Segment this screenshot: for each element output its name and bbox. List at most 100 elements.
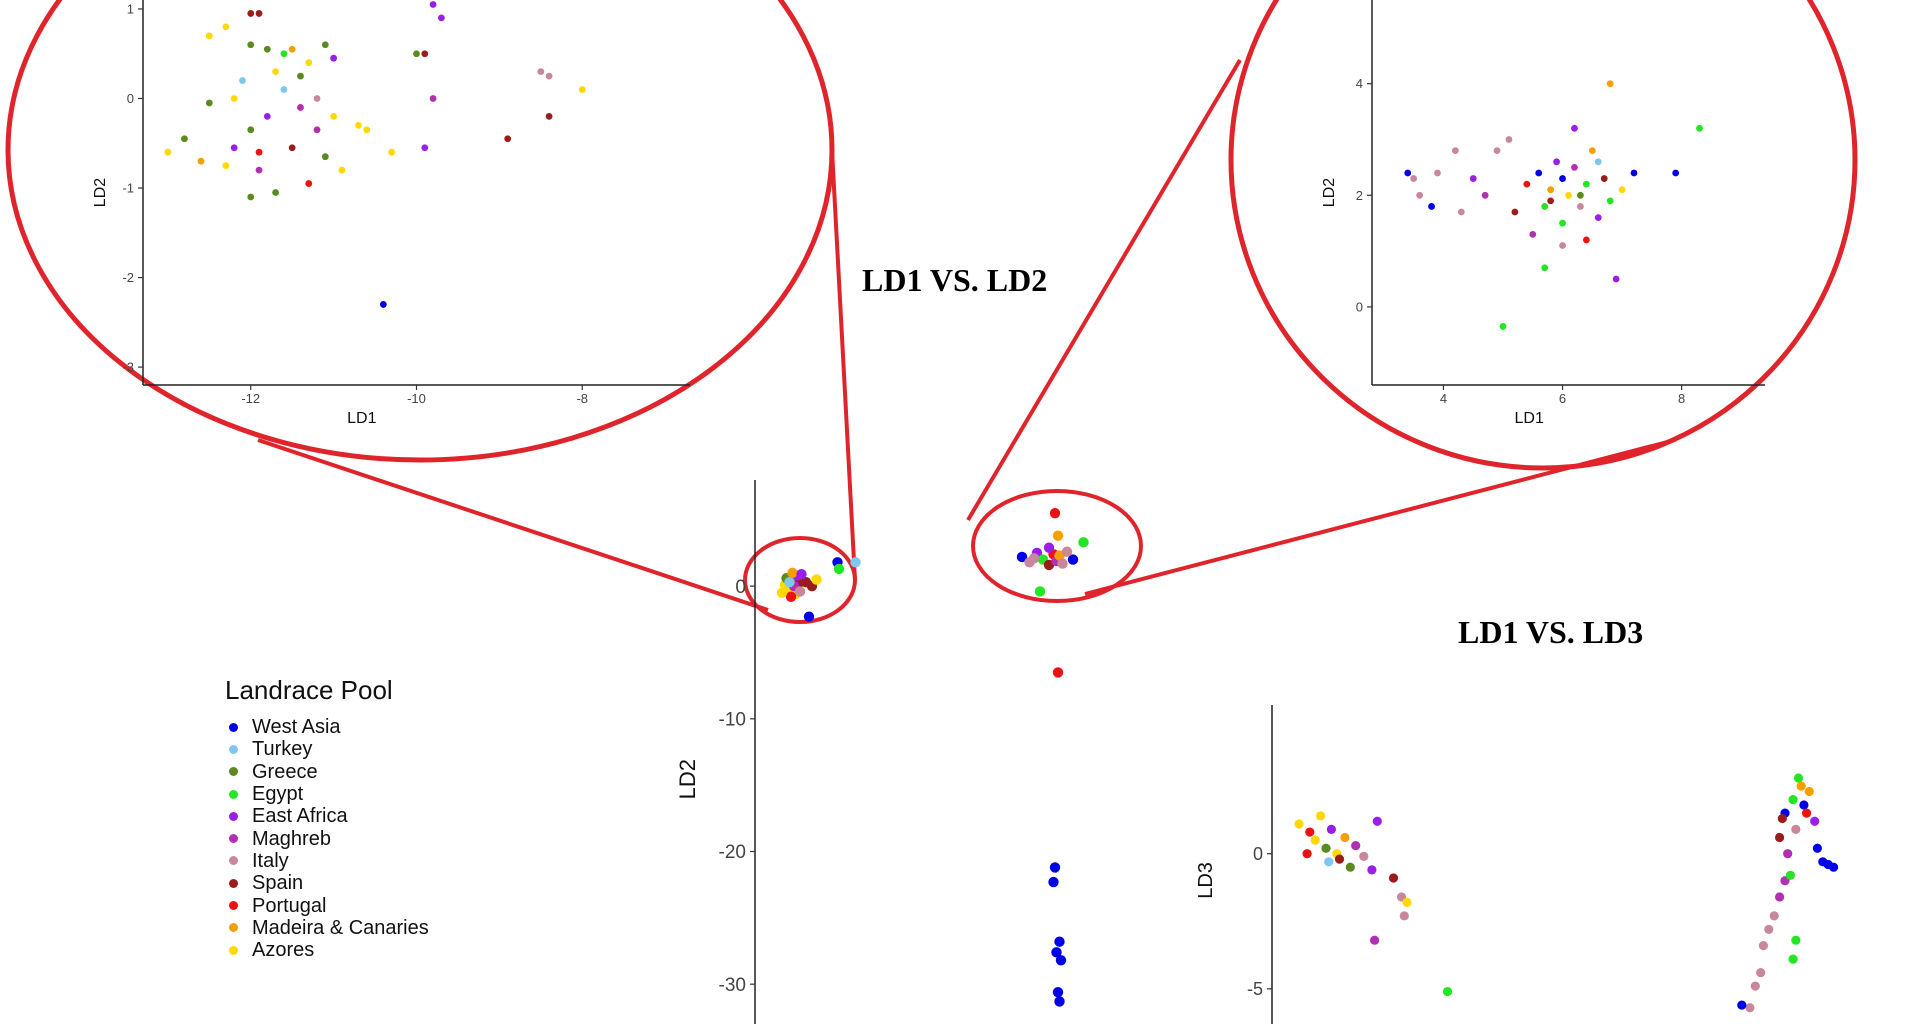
zoom-left-point [288, 144, 296, 152]
zoom-right-point [1523, 180, 1531, 188]
main-ld1-ld3-point [1372, 816, 1382, 826]
legend-item-spain: Spain [225, 872, 429, 894]
legend-label: Spain [252, 872, 304, 895]
zoom-left-point [363, 126, 371, 134]
zoom-left-y-tick-label: -1 [122, 181, 134, 196]
zoom-right-x-tick-label: 8 [1678, 391, 1685, 406]
zoom-right-point [1612, 275, 1620, 283]
zoom-right-point [1565, 191, 1572, 199]
main-ld1-ld2-point [833, 563, 845, 575]
zoom-left-point [545, 72, 553, 80]
main-ld1-ld3-point [1775, 892, 1785, 902]
main-ld1-ld3-point [1351, 840, 1361, 851]
legend-item-maghreb: Maghreb [225, 827, 429, 850]
zoom-left-point [230, 144, 238, 152]
zoom-right-point [1457, 208, 1465, 216]
zoom-left-y-tick-label: -3 [122, 360, 134, 375]
legend-label: Azores [252, 939, 315, 962]
zoom-right-point [1577, 203, 1584, 210]
zoom-left-x-axis-label: LD1 [347, 410, 376, 427]
main-ld1-ld3-y-tick-label: 0 [1253, 844, 1263, 864]
zoom-right-point [1529, 230, 1537, 238]
main-ld1-ld2-point [1049, 507, 1061, 519]
main-ld1-ld3-plot: 0 -5 LD3 [1195, 705, 1839, 1024]
zoom-left-point [255, 10, 263, 17]
zoom-left-point [305, 180, 313, 187]
zoom-left-point [272, 68, 280, 76]
zoom-left-point [272, 189, 280, 196]
zoom-left-y-axis-label: LD2 [92, 178, 109, 207]
zoom-left-y-tick-label: 1 [127, 2, 134, 17]
zoom-right-point [1696, 124, 1703, 132]
zoom-right-plot: 4 2 0 4 6 8 LD2 LD1 [1321, 0, 1765, 427]
main-ld1-ld3-point [1788, 954, 1798, 964]
zoom-right-y-tick-label: 2 [1356, 188, 1363, 203]
main-ld1-ld3-point [1785, 870, 1795, 880]
zoom-left-point [421, 50, 429, 58]
legend-swatch [229, 767, 238, 777]
zoom-right-point [1571, 163, 1578, 171]
main-ld1-ld2-point [787, 567, 798, 579]
main-ld1-ld3-point [1345, 862, 1355, 872]
main-ld1-ld3-point [1793, 773, 1804, 783]
main-ld1-ld2-point [1052, 667, 1064, 678]
legend-item-portugal: Portugal [225, 894, 429, 917]
zoom-left-point [239, 77, 246, 84]
main-ld1-ld2-point [850, 557, 861, 568]
legend-swatch [229, 945, 238, 955]
zoom-left-point [280, 50, 288, 58]
zoom-left-x-tick-label: -10 [407, 391, 426, 406]
zoom-left-point [205, 99, 213, 107]
main-ld1-ld3-point [1788, 795, 1798, 805]
main-ld1-ld2-plot: 0 -10 -20 -30 LD2 [675, 480, 1089, 1024]
main-ld1-ld3-point [1791, 935, 1801, 945]
zoom-left-point [330, 54, 338, 62]
ld1-vs-ld3-title: LD1 VS. LD3 [1458, 614, 1644, 650]
zoom-right-point [1547, 197, 1555, 205]
legend-swatch [229, 811, 238, 821]
main-ld1-ld3-point [1769, 911, 1779, 921]
zoom-right-point [1577, 191, 1584, 199]
main-ld1-ld2-point [803, 611, 815, 622]
zoom-right-point [1434, 169, 1441, 177]
main-ld1-ld3-point [1402, 897, 1412, 907]
zoom-right-point [1535, 169, 1543, 177]
main-ld1-ld2-point [1078, 537, 1089, 548]
zoom-left-point [313, 126, 321, 134]
main-ld1-ld3-point [1775, 832, 1785, 843]
zoom-right-point [1511, 208, 1519, 216]
zoom-annotations [5, 0, 1858, 624]
right-callout-connector-top [966, 58, 1242, 522]
legend-item-west-asia: West Asia [225, 716, 429, 738]
main-ld1-ld3-point [1321, 843, 1331, 853]
main-ld1-ld3-point [1758, 941, 1768, 951]
main-ld1-ld3-point [1756, 968, 1766, 978]
main-ld1-ld3-point [1810, 816, 1820, 826]
legend-swatch [229, 923, 238, 933]
main-ld1-ld3-point [1802, 808, 1812, 818]
zoom-left-point [437, 14, 445, 22]
main-ld1-ld2-point [1016, 551, 1028, 563]
zoom-left-point [280, 86, 288, 93]
zoom-right-point [1588, 147, 1596, 155]
main-ld1-ld3-point [1388, 873, 1399, 883]
zoom-right-y-tick-label: 0 [1356, 299, 1363, 314]
main-ld1-ld2-y-tick-label: 0 [735, 577, 746, 598]
zoom-right-point [1571, 124, 1578, 132]
main-ld1-ld3-point [1310, 835, 1320, 845]
main-ld1-ld2-point [1067, 554, 1079, 565]
legend: Landrace Pool West Asia Turkey Greece Egypt… [225, 675, 429, 961]
ld1-vs-ld2-title: LD1 VS. LD2 [862, 262, 1048, 298]
legend-label: Egypt [252, 783, 304, 806]
main-ld1-ld3-point [1367, 865, 1377, 875]
main-ld1-ld3-y-axis-label: LD3 [1195, 862, 1217, 899]
legend-label: West Asia [252, 716, 341, 739]
zoom-right-y-tick-label: 4 [1356, 76, 1363, 91]
main-ld1-ld2-point [1052, 986, 1064, 998]
zoom-right-point [1594, 158, 1602, 166]
main-ld1-ld2-point [1057, 558, 1068, 569]
zoom-left-point [297, 104, 304, 111]
legend-item-madeira-canaries: Madeira & Canaries [225, 917, 429, 939]
zoom-right-y-axis-label: LD2 [1321, 178, 1338, 207]
right-cluster-highlight-ellipse [971, 489, 1143, 603]
